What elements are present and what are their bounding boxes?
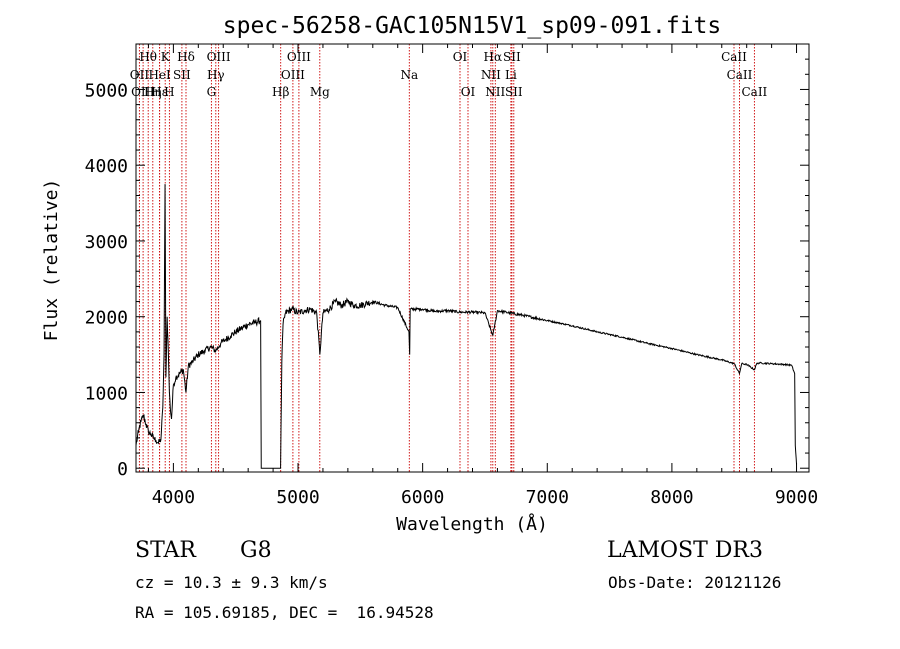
line-label-2: OIII	[131, 85, 155, 99]
line-label-25: SII	[505, 85, 523, 99]
x-tick-label-5: 9000	[775, 487, 818, 508]
emission-line-markers	[138, 44, 755, 472]
line-label-20: Hα	[484, 50, 503, 64]
line-label-11: Hγ	[207, 68, 225, 82]
line-label-1: OII	[130, 68, 150, 82]
line-label-28: CaII	[741, 85, 767, 99]
line-label-9: SII	[173, 68, 191, 82]
x-tick-label-4: 8000	[650, 487, 693, 508]
line-label-17: Na	[400, 68, 418, 82]
line-label-15: OIII	[281, 68, 305, 82]
line-label-8: Hδ	[177, 50, 195, 64]
line-label-12: G	[207, 85, 217, 99]
coordinates: RA = 105.69185, DEC = 16.94528	[135, 603, 434, 622]
y-tick-label-1: 1000	[85, 383, 128, 404]
chart-title: spec-56258-GAC105N15V1_sp09-091.fits	[223, 13, 722, 39]
y-tick-label-2: 2000	[85, 308, 128, 329]
observation-date: Obs-Date: 20121126	[608, 573, 782, 592]
x-axis: 4000 5000 6000 7000 8000 9000	[147, 44, 818, 508]
line-label-5: HeI	[148, 68, 171, 82]
x-tick-label-0: 4000	[152, 487, 195, 508]
x-tick-label-2: 6000	[401, 487, 444, 508]
line-label-3: Hη	[144, 85, 162, 99]
y-axis: 0 1000 2000 3000 4000 5000	[85, 58, 809, 480]
line-label-24: Li	[505, 68, 517, 82]
line-label-18: OI	[453, 50, 468, 64]
x-tick-label-3: 7000	[526, 487, 569, 508]
line-label-22: NII	[485, 85, 505, 99]
y-tick-label-3: 3000	[85, 232, 128, 253]
line-label-26: CaII	[721, 50, 747, 64]
y-tick-label-4: 4000	[85, 156, 128, 177]
y-tick-label-5: 5000	[85, 80, 128, 101]
line-label-4: Hε	[151, 85, 168, 99]
line-label-6: K	[161, 50, 171, 64]
survey-label: LAMOST DR3	[607, 538, 763, 563]
spectrum-series-line	[135, 184, 798, 469]
object-subclass: G8	[240, 538, 272, 563]
redshift-velocity: cz = 10.3 ± 9.3 km/s	[135, 573, 328, 592]
plot-frame	[135, 43, 810, 473]
line-label-14: OIII	[287, 50, 311, 64]
x-axis-label: Wavelength (Å)	[396, 513, 548, 535]
line-label-0: Hθ	[139, 50, 157, 64]
line-label-10: OIII	[207, 50, 231, 64]
line-label-27: CaII	[727, 68, 753, 82]
line-label-7: H	[164, 85, 174, 99]
line-label-19: OI	[461, 85, 476, 99]
line-label-23: SII	[503, 50, 521, 64]
line-label-13: Hβ	[272, 85, 289, 99]
y-axis-label: Flux (relative)	[41, 179, 62, 342]
object-class: STAR	[135, 538, 196, 563]
line-label-21: NII	[481, 68, 501, 82]
y-tick-label-0: 0	[117, 459, 128, 480]
x-tick-label-1: 5000	[276, 487, 319, 508]
line-label-16: Mg	[310, 85, 330, 99]
